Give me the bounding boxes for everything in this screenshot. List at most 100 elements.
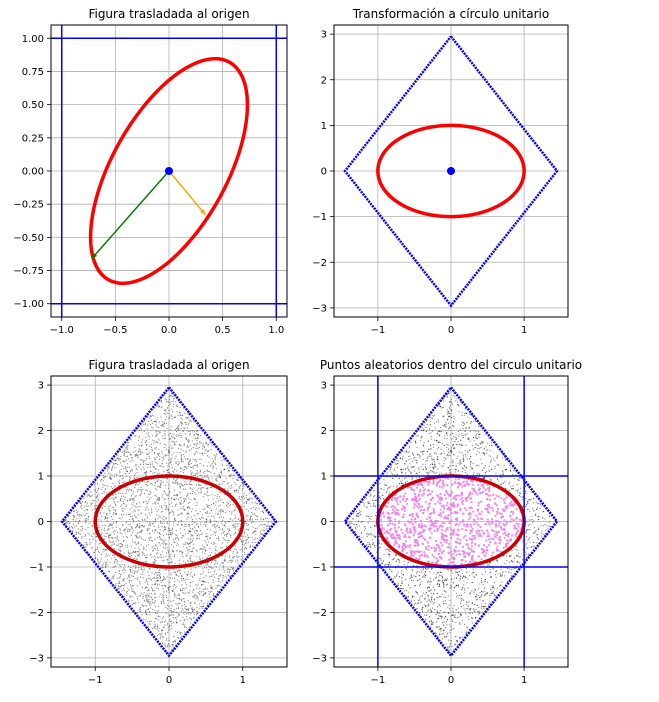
random-point [249,499,251,501]
random-point [81,536,83,538]
inside-point [485,539,488,542]
random-point [149,462,151,464]
random-point [162,596,165,599]
random-point [255,537,257,539]
random-point [154,407,156,409]
random-point [234,545,236,547]
random-point [131,518,133,521]
random-point [107,468,109,470]
random-point [132,585,134,587]
random-point [230,534,232,536]
random-point [147,600,149,602]
random-point [252,522,254,524]
random-point [200,474,202,476]
random-point [232,567,234,570]
y-tick-label: −3 [312,303,327,314]
random-point [129,584,132,586]
random-point [156,567,158,570]
random-point [201,491,203,493]
random-point [144,460,146,462]
random-point [201,551,204,553]
random-point [433,572,435,574]
random-point [141,444,143,446]
random-point [172,588,175,590]
random-point [234,526,236,528]
random-point [138,537,140,539]
random-point [187,559,189,562]
random-point [117,548,120,550]
random-point [263,523,265,526]
random-point [139,494,142,496]
random-point [208,593,210,595]
random-point [140,531,142,533]
random-point [210,575,212,577]
random-point [130,552,132,554]
random-point [142,577,144,579]
random-point [77,528,79,530]
random-point [211,477,213,479]
random-point [206,512,208,515]
random-point [252,545,254,547]
random-point [162,593,164,596]
random-point [232,523,234,526]
random-point [84,546,86,548]
random-point [421,608,424,610]
random-point [481,462,483,465]
random-point [147,595,149,597]
random-point [183,412,186,414]
random-point [205,525,207,527]
random-point [234,532,236,535]
random-point [206,465,209,467]
y-tick-label: −0.50 [13,233,44,244]
random-point [220,509,222,511]
random-point [158,526,160,529]
random-point [440,596,442,598]
random-point [164,527,167,529]
random-point [153,589,155,592]
random-point [211,590,213,592]
random-point [221,459,223,462]
random-point [112,554,114,556]
random-point [197,533,199,535]
random-point [194,531,196,533]
random-point [95,540,97,542]
random-point [142,597,144,599]
random-point [161,496,163,498]
random-point [136,482,138,484]
random-point [160,479,162,482]
random-point [185,592,187,594]
random-point [131,469,133,471]
random-point [201,548,203,550]
random-point [131,571,133,574]
random-point [106,561,108,564]
random-point [241,546,244,548]
random-point [121,523,124,525]
random-point [108,498,110,500]
random-point [163,426,165,428]
random-point [251,518,254,520]
random-point [126,590,129,592]
random-point [173,596,176,598]
random-point [86,495,88,497]
random-point [227,482,229,484]
random-point [99,513,101,515]
random-point [219,476,221,478]
random-point [495,571,497,573]
random-point [194,526,196,528]
random-point [229,488,231,490]
random-point [228,475,231,477]
random-point [489,470,491,472]
random-point [186,494,189,496]
random-point [102,525,104,527]
random-point [104,550,106,552]
random-point [193,617,195,619]
random-point [201,514,204,516]
random-point [176,451,178,453]
random-point [148,590,150,592]
random-point [184,422,186,424]
random-point [135,467,137,469]
random-point [129,528,131,531]
random-point [172,585,174,587]
random-point [253,507,255,509]
random-point [156,583,158,585]
